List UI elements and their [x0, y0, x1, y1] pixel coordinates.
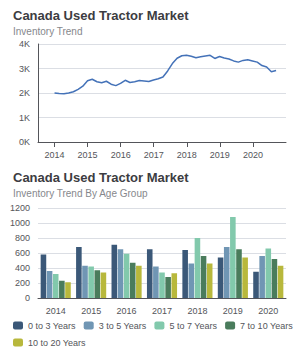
svg-text:4K: 4K [19, 39, 30, 49]
svg-text:Inventory Trend By Age Group: Inventory Trend By Age Group [13, 188, 148, 199]
svg-text:2019: 2019 [223, 306, 243, 316]
svg-text:2016: 2016 [117, 306, 137, 316]
svg-text:3K: 3K [19, 64, 30, 74]
svg-text:Inventory Trend: Inventory Trend [13, 26, 82, 37]
svg-text:800: 800 [15, 233, 30, 243]
svg-text:5 to 7 Years: 5 to 7 Years [169, 321, 217, 331]
svg-text:2018: 2018 [177, 150, 197, 160]
svg-text:2018: 2018 [187, 306, 207, 316]
svg-text:600: 600 [15, 248, 30, 258]
svg-text:2K: 2K [19, 88, 30, 98]
svg-text:0 to 3 Years: 0 to 3 Years [28, 321, 76, 331]
svg-text:10 to 20 Years: 10 to 20 Years [28, 338, 86, 348]
svg-text:1K: 1K [19, 113, 30, 123]
svg-text:2014: 2014 [45, 150, 65, 160]
svg-text:200: 200 [15, 278, 30, 288]
svg-text:Canada Used Tractor Market: Canada Used Tractor Market [13, 8, 189, 23]
svg-text:2020: 2020 [243, 150, 263, 160]
svg-text:1000: 1000 [10, 218, 30, 228]
svg-text:1200: 1200 [10, 203, 30, 213]
svg-text:2019: 2019 [210, 150, 230, 160]
svg-text:2017: 2017 [152, 306, 172, 316]
svg-text:Canada Used Tractor Market: Canada Used Tractor Market [13, 170, 189, 185]
svg-text:7 to 10 Years: 7 to 10 Years [240, 321, 293, 331]
svg-text:2020: 2020 [258, 306, 278, 316]
svg-text:0K: 0K [19, 137, 30, 147]
svg-text:2017: 2017 [144, 150, 164, 160]
svg-text:2015: 2015 [78, 150, 98, 160]
svg-text:0: 0 [25, 293, 30, 303]
svg-text:3 to 5 Years: 3 to 5 Years [99, 321, 147, 331]
svg-text:2014: 2014 [46, 306, 66, 316]
svg-text:2016: 2016 [111, 150, 131, 160]
svg-text:2015: 2015 [81, 306, 101, 316]
svg-text:400: 400 [15, 263, 30, 273]
